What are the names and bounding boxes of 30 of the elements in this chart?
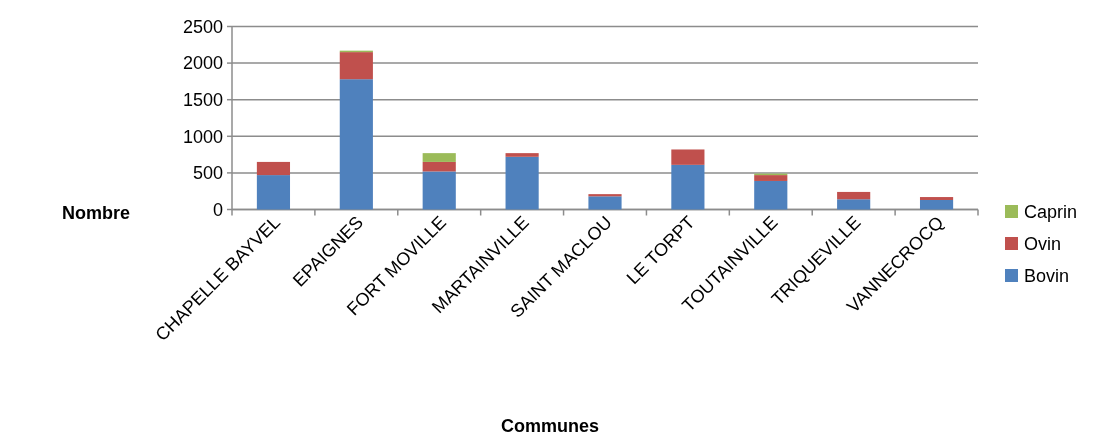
bar [588,196,622,210]
bar [505,156,539,210]
y-tick-label: 1000 [182,126,223,147]
legend-label: Ovin [1024,234,1062,255]
legend-label: Bovin [1024,266,1070,287]
bar [919,197,954,200]
y-tick-label: 0 [212,199,223,220]
bar [422,171,456,210]
y-tick-label: 2500 [182,16,223,37]
bar [422,161,456,172]
bar [754,180,788,210]
legend-label: Caprin [1024,202,1078,223]
bar [339,79,373,210]
x-axis-title: Communes [500,416,600,436]
bar [256,161,291,176]
bar [505,153,539,157]
bar [588,194,622,197]
bar [339,52,373,80]
y-tick-label: 500 [192,163,223,184]
bar [256,175,291,210]
bar [422,153,456,162]
y-axis-title: Nombre [62,203,131,223]
bar [671,164,705,210]
bar [837,191,871,200]
bar [919,199,954,210]
y-tick-label: 1500 [182,90,223,110]
bar [837,199,871,210]
bar [754,175,788,181]
bar [671,149,705,165]
y-tick-label: 2000 [182,53,223,74]
